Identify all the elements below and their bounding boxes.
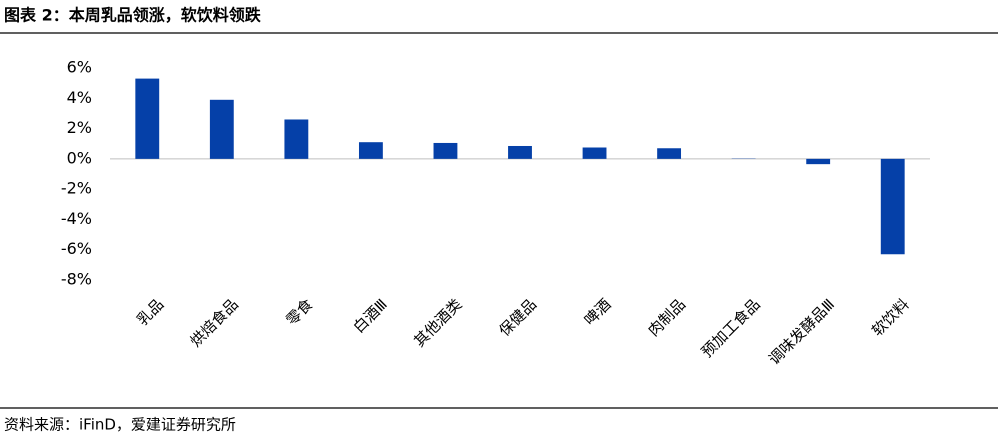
y-tick-label: -2% — [61, 179, 92, 198]
x-tick-label: 调味发酵品Ⅲ — [765, 295, 838, 368]
bar — [583, 148, 607, 159]
y-tick-label: 6% — [67, 58, 92, 77]
x-tick-label: 乳品 — [133, 295, 167, 329]
y-tick-label: 2% — [67, 118, 92, 137]
chart-title: 图表 2：本周乳品领涨，软饮料领跌 — [4, 6, 262, 25]
y-tick-label: -4% — [61, 209, 92, 228]
bar — [135, 79, 159, 159]
bar — [284, 119, 308, 158]
bar — [359, 142, 383, 159]
x-tick-label: 零食 — [282, 295, 316, 329]
x-tick-label: 啤酒 — [581, 295, 615, 329]
x-tick-label: 白酒Ⅲ — [350, 295, 391, 336]
bar — [508, 146, 532, 159]
y-tick-label: -8% — [61, 270, 92, 289]
x-tick-label: 保健品 — [495, 295, 540, 340]
y-tick-label: -6% — [61, 239, 92, 258]
bar — [657, 148, 681, 159]
bar — [210, 100, 234, 159]
source-note: 资料来源：iFinD，爱建证券研究所 — [4, 416, 236, 434]
x-tick-label: 其他酒类 — [410, 295, 465, 350]
bar — [434, 143, 458, 159]
x-tick-label: 预加工食品 — [698, 295, 764, 361]
y-tick-label: 4% — [67, 88, 92, 107]
x-tick-label: 烘焙食品 — [187, 295, 242, 350]
y-tick-label: 0% — [67, 148, 92, 167]
bar — [881, 159, 905, 254]
bar — [806, 159, 830, 164]
x-tick-label: 软饮料 — [868, 295, 913, 340]
x-tick-label: 肉制品 — [645, 295, 690, 340]
